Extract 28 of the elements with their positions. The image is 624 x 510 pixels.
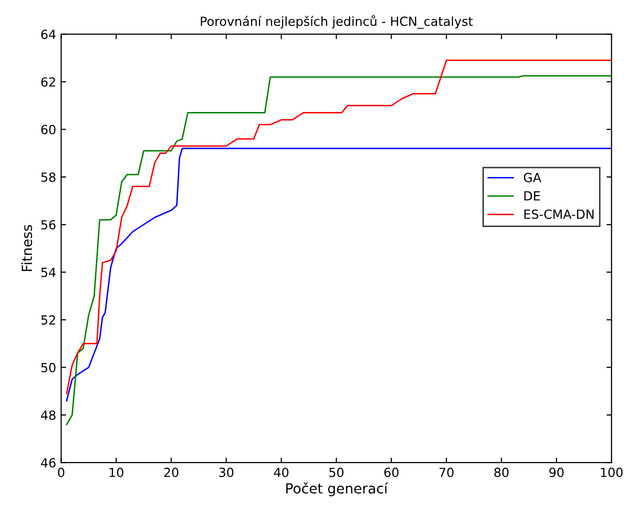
x-tick-label: 100 [600, 468, 623, 478]
legend-label: GA [524, 172, 542, 182]
y-tick-label: 52 [41, 315, 56, 325]
x-tick-label: 0 [58, 468, 64, 478]
x-tick-label: 40 [274, 468, 288, 478]
y-tick-label: 46 [40, 458, 56, 468]
chart-title: Porovnání nejlepších jedinců - HCN_catalyst [200, 15, 473, 29]
y-tick-label: 64 [41, 30, 56, 40]
x-tick-label: 70 [439, 468, 454, 478]
y-tick-label: 62 [41, 77, 56, 87]
x-tick-label: 10 [110, 468, 124, 478]
y-tick-label: 48 [40, 410, 56, 420]
x-tick-label: 80 [494, 468, 509, 478]
y-tick-label: 56 [41, 220, 56, 230]
x-tick-label: 60 [384, 468, 398, 478]
x-tick-label: 20 [164, 468, 178, 478]
y-tick-label: 58 [41, 172, 56, 182]
y-tick-label: 54 [41, 268, 56, 278]
x-tick-label: 50 [329, 468, 344, 478]
legend-label: DE [524, 191, 540, 200]
line-series [66, 148, 612, 402]
x-axis-title: Počet generací [286, 482, 388, 496]
y-tick-label: 60 [41, 124, 56, 134]
x-tick-label: 90 [549, 468, 564, 478]
y-tick-label: 50 [41, 362, 56, 372]
legend-label: ES-CMA-DN [524, 209, 594, 219]
x-tick-label: 30 [219, 468, 234, 478]
y-axis-title: Fitness [21, 224, 32, 272]
